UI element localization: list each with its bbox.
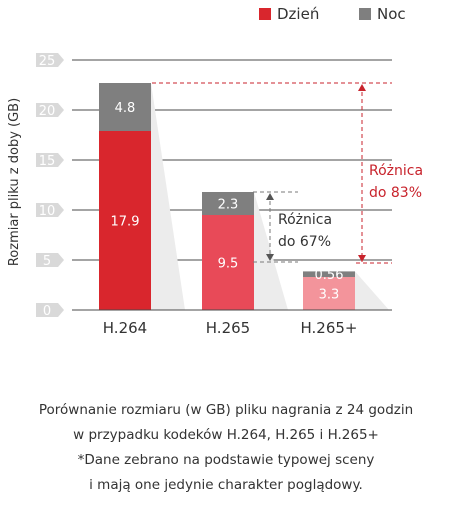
bar-day [99, 131, 151, 310]
bar-night [303, 271, 355, 277]
x-tick-label: H.264 [103, 319, 147, 337]
legend-swatch [359, 8, 371, 20]
y-tick-badge [36, 103, 64, 117]
x-tick-label: H.265+ [301, 319, 358, 337]
bar-shadow [151, 83, 185, 310]
caption-line: i mają one jedynie charakter poglądowy. [89, 477, 363, 493]
bar-day [202, 215, 254, 310]
data-label-day: 3.3 [319, 288, 340, 303]
data-label-day: 17.9 [111, 215, 140, 230]
y-tick-badge [36, 303, 64, 317]
y-tick-badge [36, 53, 64, 67]
y-axis-title: Rozmiar pliku z doby (GB) [7, 98, 22, 266]
data-label-night: 4.8 [115, 101, 136, 116]
y-tick-label: 15 [39, 154, 56, 169]
caption-line: *Dane zebrano na podstawie typowej sceny [77, 452, 375, 468]
data-label-night: 0.56 [315, 268, 344, 283]
y-tick-label: 0 [43, 304, 51, 319]
caption: Porównanie rozmiaru (w GB) pliku nagrani… [0, 398, 452, 498]
bar-shadow [355, 271, 389, 310]
bar-night [99, 83, 151, 131]
annotation-arrowhead [266, 254, 274, 261]
annotation-arrowhead [266, 193, 274, 200]
legend-label: Noc [377, 5, 406, 23]
annotation-text: do 67% [278, 234, 331, 250]
caption-line: Porównanie rozmiaru (w GB) pliku nagrani… [38, 402, 414, 418]
data-label-night: 2.3 [218, 198, 239, 213]
bar-night [202, 192, 254, 215]
y-tick-badge [36, 203, 64, 217]
y-tick-label: 5 [43, 254, 51, 269]
legend-label: Dzień [277, 5, 319, 23]
y-tick-label: 10 [39, 204, 56, 219]
y-tick-badge [36, 153, 64, 167]
bar-chart: 0 5 10 15 20 25 Rozmiar pliku z doby (GB) 17.9 4… [7, 5, 423, 337]
y-tick-badge [36, 253, 64, 267]
annotation-arrowhead [358, 84, 366, 91]
bar-day [303, 277, 355, 310]
data-label-day: 9.5 [218, 257, 239, 272]
bar-shadow [254, 192, 288, 310]
y-tick-label: 20 [39, 104, 56, 119]
x-tick-label: H.265 [206, 319, 250, 337]
annotation-text: Różnica [278, 212, 332, 228]
caption-line: w przypadku kodeków H.264, H.265 i H.265… [73, 427, 379, 443]
annotation-text: Różnica [369, 163, 423, 179]
annotation-text: do 83% [369, 185, 422, 201]
y-tick-label: 25 [39, 54, 56, 69]
annotation-arrowhead [358, 255, 366, 262]
legend-swatch [259, 8, 271, 20]
